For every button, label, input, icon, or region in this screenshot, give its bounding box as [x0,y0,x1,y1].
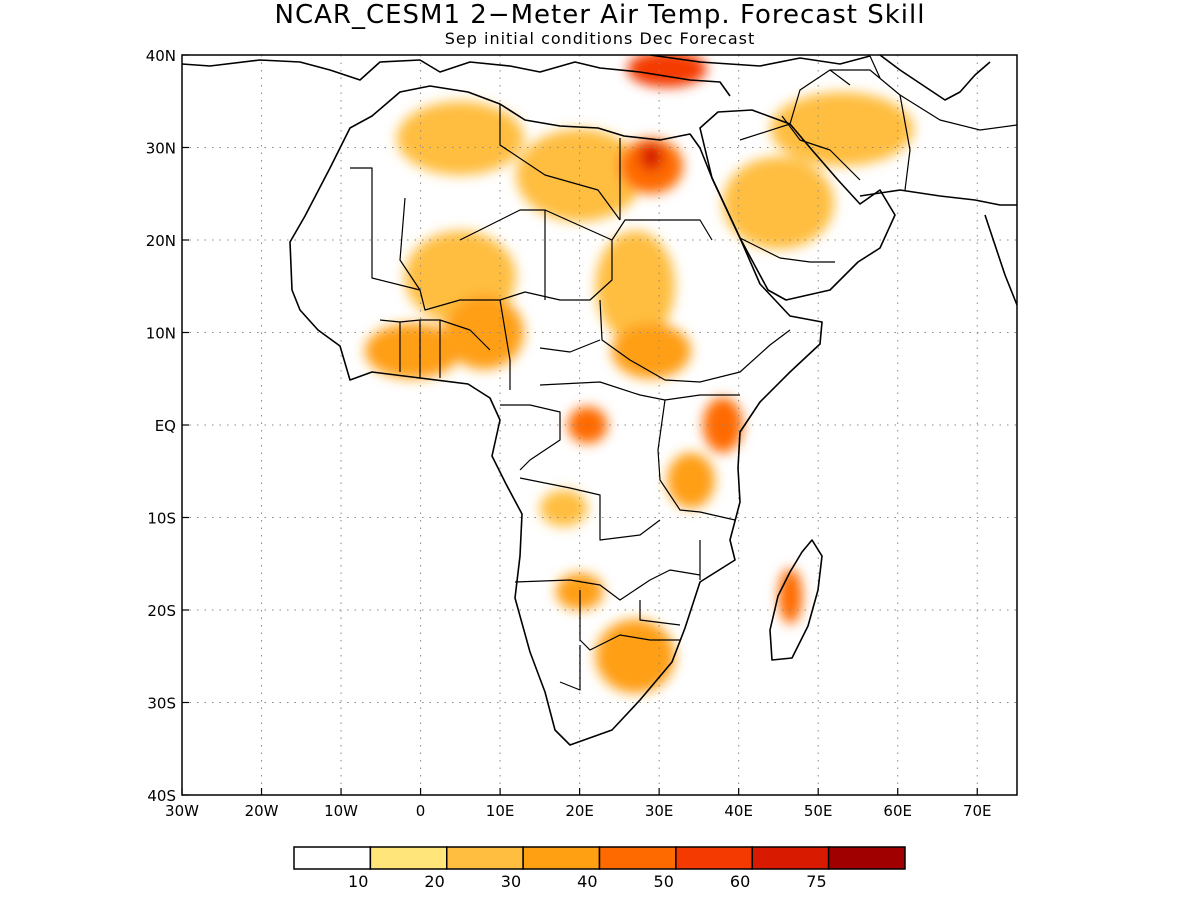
colorbar-swatch [675,846,753,870]
skill-region-sahara-north [396,101,524,176]
colorbar-swatch [446,846,524,870]
y-tick-label: 10S [147,510,176,528]
europe-coastline [182,59,731,97]
skill-region-nigeria [444,295,524,370]
caspian-coast [879,55,991,101]
y-tick-label: 40S [147,787,176,805]
x-tick-label: 20W [245,802,279,820]
skill-region-egypt-core [639,142,664,171]
africa-coastline [289,85,823,746]
india-coastline [984,214,1017,306]
skill-region-west-africa-coast [364,323,461,379]
asia-coastline [859,189,1017,206]
colorbar-swatch [598,846,677,870]
skill-region-turkey-east [627,55,707,88]
skill-region-south-africa [595,619,676,694]
y-tick-label: 30N [146,140,176,158]
colorbar-swatch [751,846,830,870]
x-tick-label: 0 [416,802,426,820]
colorbar-swatch [369,846,448,870]
skill-region-south-sudan [611,323,691,379]
y-tick-label: 40N [146,47,176,65]
map-title: NCAR_CESM1 2−Meter Air Temp. Forecast Sk… [275,0,926,30]
skill-region-iran [770,92,914,166]
y-tick-label: 20N [146,232,176,250]
madagascar-coastline [769,539,823,661]
colorbar-swatch [293,846,372,870]
y-tick-label: EQ [155,417,176,435]
coastlines [182,55,1017,746]
colorbar-label: 30 [501,872,521,891]
colorbar-label: 50 [654,872,674,891]
colorbar-label: 75 [806,872,826,891]
y-tick-label: 20S [147,602,176,620]
x-tick-label: 10E [486,802,515,820]
colorbar-label: 40 [577,872,597,891]
x-tick-label: 10W [324,802,358,820]
colorbar-swatch [827,846,906,870]
colorbar-label: 60 [730,872,750,891]
colorbar: 10 20 30 40 50 60 75 [293,846,906,891]
x-tick-label: 50E [804,802,833,820]
x-tick-label: 30E [645,802,674,820]
skill-region-sudan [595,230,676,342]
black-sea-coast [649,55,871,67]
skill-region-madagascar [778,568,803,624]
colorbar-swatch [522,846,601,870]
x-tick-label: 60E [883,802,912,820]
skill-region-arabia [722,156,835,250]
y-tick-label: 30S [147,695,176,713]
colorbar-label: 10 [348,872,368,891]
skill-shading [364,55,914,694]
x-tick-label: 70E [963,802,992,820]
skill-region-angola [539,489,588,527]
axes: 30W 20W 10W 0 10E 20E 30E 40E 50E 60E 70E 40N 30N 20N… [146,47,992,820]
y-tick-label: 10N [146,325,176,343]
skill-region-tanzania [667,452,715,509]
colorbar-label: 20 [424,872,444,891]
x-tick-label: 20E [565,802,594,820]
x-tick-label: 30W [165,802,199,820]
country-borders [350,55,1017,691]
map-subtitle: Sep initial conditions Dec Forecast [445,29,755,48]
x-tick-label: 40E [724,802,753,820]
arabia-coastline [699,109,896,301]
